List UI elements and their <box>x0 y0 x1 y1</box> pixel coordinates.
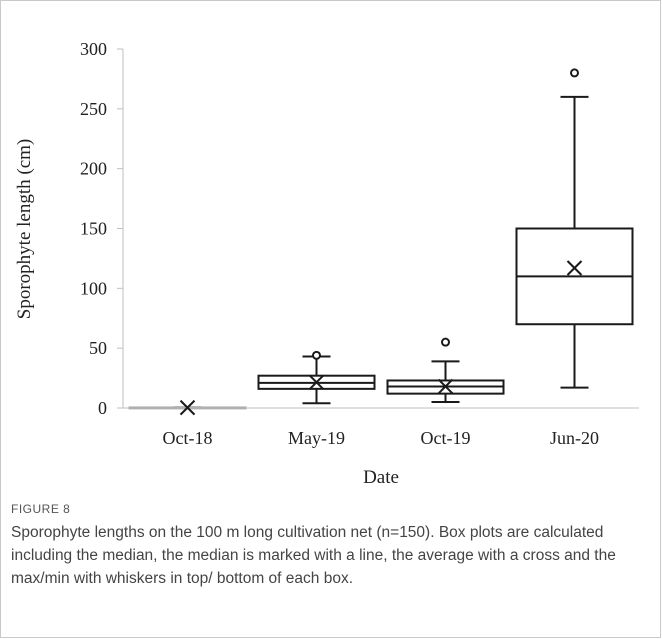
x-axis: Oct-18 May-19 Oct-19 Jun-20 <box>123 407 639 448</box>
x-axis-title: Date <box>363 467 399 488</box>
y-tick-label: 50 <box>89 338 107 358</box>
mean-cross <box>308 374 325 390</box>
x-tick-label: May-19 <box>288 428 345 448</box>
y-axis: 0 50 100 150 200 250 300 <box>80 39 124 418</box>
y-tick-label: 150 <box>80 219 107 239</box>
mean-cross <box>437 378 454 395</box>
x-tick-label: Oct-18 <box>163 428 213 448</box>
figure-caption: Sporophyte lengths on the 100 m long cul… <box>11 524 616 587</box>
figure-label: FIGURE 8 <box>11 502 71 516</box>
y-axis-title: Sporophyte length (cm) <box>14 139 35 319</box>
mean-cross <box>179 399 196 416</box>
outlier-point <box>570 68 579 78</box>
x-tick-label: Oct-19 <box>421 428 471 448</box>
y-tick-label: 300 <box>80 39 107 59</box>
y-tick-label: 250 <box>80 99 107 119</box>
box-series <box>128 68 634 416</box>
x-tick-label: Jun-20 <box>550 428 599 448</box>
box-jun-20 <box>515 68 634 389</box>
mean-cross <box>566 260 583 276</box>
y-tick-label: 200 <box>80 159 107 179</box>
y-tick-label: 0 <box>98 398 107 418</box>
box-may-19 <box>257 350 376 405</box>
box-oct-19 <box>386 337 505 404</box>
outlier-point <box>441 337 450 347</box>
outlier-point <box>312 350 321 360</box>
box-oct-18 <box>128 399 247 416</box>
y-tick-label: 100 <box>80 278 107 298</box>
box-plot-chart: 0 50 100 150 200 250 300 Oct-18 May-19 Oct-19 Jun… <box>14 39 639 488</box>
